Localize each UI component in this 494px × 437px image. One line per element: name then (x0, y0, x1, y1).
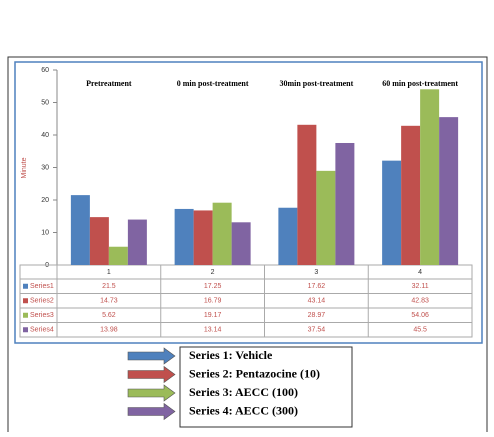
bar (335, 142, 355, 265)
y-tick-label: 10 (41, 229, 49, 236)
legend-note: Series 1: Vehicle (189, 348, 273, 362)
table-value: 19.17 (204, 312, 222, 319)
legend-label: Series3 (30, 312, 54, 319)
arrow (127, 347, 176, 365)
legend-swatch (23, 298, 28, 304)
legend-swatch (23, 327, 28, 333)
legend-note: Series 2: Pentazocine (10) (189, 366, 320, 380)
bar (212, 202, 232, 265)
group-label: 30min post-treatment (279, 79, 353, 88)
arrow (127, 365, 176, 384)
table-value: 45.5 (413, 327, 427, 334)
table-value: 21.5 (102, 283, 116, 290)
y-tick-label: 20 (41, 197, 49, 204)
arrow (127, 384, 176, 402)
bar (316, 170, 336, 265)
bar (70, 195, 90, 265)
group-label: 0 min post-treatment (177, 79, 249, 88)
y-tick-label: 30 (41, 164, 49, 171)
table-value: 16.79 (204, 298, 222, 305)
table-value: 17.25 (204, 283, 222, 290)
y-tick-label: 50 (41, 99, 49, 106)
legend-note: Series 4: AECC (300) (189, 403, 298, 417)
table-value: 54.06 (411, 312, 429, 319)
y-tick-label: 60 (41, 67, 49, 74)
bar (439, 117, 459, 265)
bar (89, 217, 109, 265)
legend-label: Series1 (30, 283, 54, 290)
legend-label: Series2 (30, 298, 54, 305)
group-label: Pretreatment (86, 79, 132, 88)
x-tick-label: 3 (314, 269, 318, 276)
table-value: 32.11 (412, 283, 429, 290)
legend-note: Series 3: AECC (100) (189, 385, 298, 399)
bar (231, 222, 251, 265)
table-value: 42.83 (411, 298, 429, 305)
table-value: 28.97 (308, 312, 326, 319)
arrow (127, 402, 176, 421)
table-value: 5.62 (102, 312, 116, 319)
bar (382, 160, 402, 265)
legend-box (179, 346, 353, 428)
group-label: 60 min post-treatment (382, 79, 458, 88)
bar (174, 208, 194, 265)
bar (401, 125, 421, 266)
bar (297, 124, 317, 265)
y-axis-label: Minute (21, 157, 28, 178)
bar (193, 210, 213, 265)
legend-label: Series4 (30, 327, 54, 334)
table-value: 43.14 (308, 298, 326, 305)
table-value: 14.73 (100, 298, 118, 305)
bar (127, 219, 147, 265)
table-value: 13.98 (100, 327, 118, 334)
x-tick-label: 1 (107, 269, 111, 276)
legend-swatch (23, 283, 28, 289)
bar (420, 89, 440, 266)
legend-swatch (23, 312, 28, 318)
table-value: 17.62 (308, 283, 326, 290)
bar (278, 207, 298, 265)
bar (108, 246, 128, 265)
x-tick-label: 2 (211, 269, 215, 276)
x-tick-label: 4 (418, 269, 422, 276)
table-value: 13.14 (204, 327, 222, 334)
y-tick-label: 40 (41, 132, 49, 139)
table-value: 37.54 (308, 327, 326, 334)
